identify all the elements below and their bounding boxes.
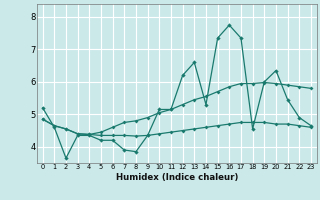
X-axis label: Humidex (Indice chaleur): Humidex (Indice chaleur) <box>116 173 238 182</box>
